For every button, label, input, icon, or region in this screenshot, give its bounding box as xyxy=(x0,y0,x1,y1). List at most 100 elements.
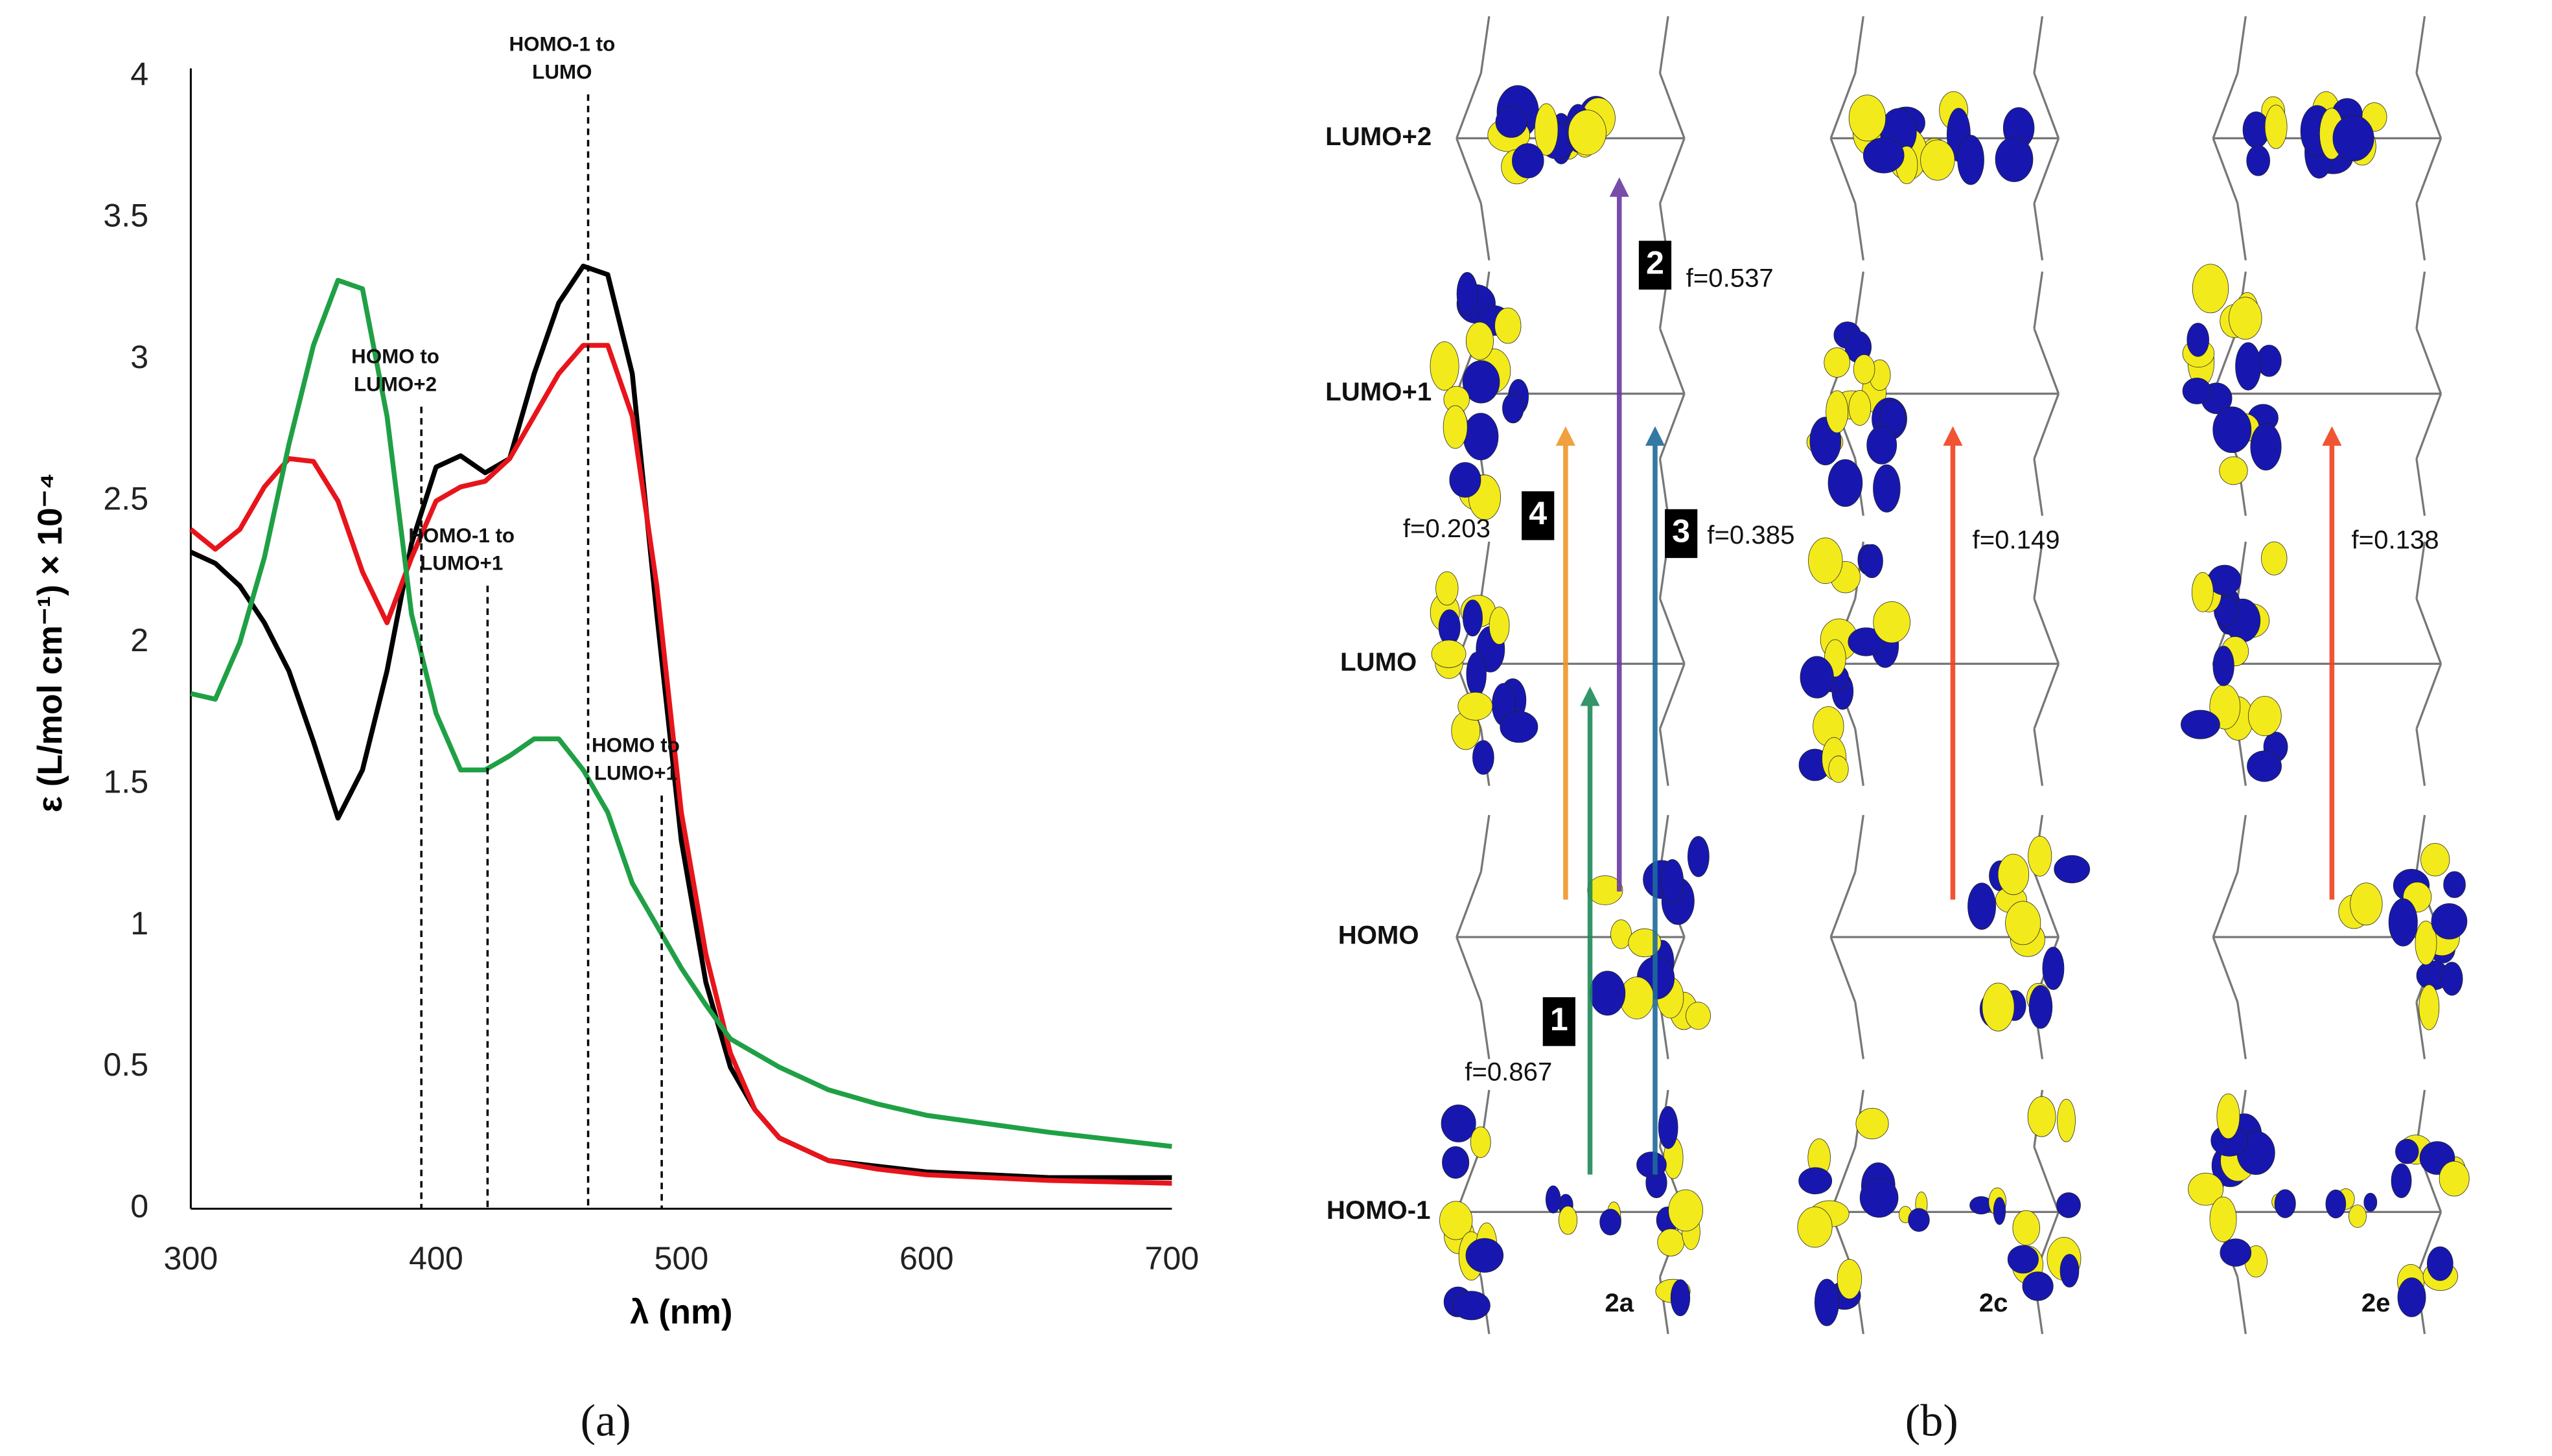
orbital-lobe xyxy=(1512,143,1544,179)
orbital-lobe xyxy=(2012,1210,2040,1246)
orbital-lobe xyxy=(1957,135,1984,185)
bond xyxy=(2212,872,2239,938)
orbital-lobe xyxy=(1462,360,1500,404)
orbital-lobe xyxy=(1668,1189,1703,1232)
orbital-lobe xyxy=(2007,1245,2039,1274)
data-line xyxy=(189,263,1172,1181)
orbital-lobe xyxy=(2431,903,2468,940)
transition-badge xyxy=(1522,491,1555,540)
orbital-lobe xyxy=(1457,691,1493,721)
orbital-lobe xyxy=(1534,103,1559,156)
x-tick-label: 300 xyxy=(164,1240,218,1277)
bond xyxy=(2236,203,2247,260)
bond xyxy=(2212,73,2239,139)
bond xyxy=(2033,728,2044,786)
orbital-lobe xyxy=(1861,544,1883,579)
bond xyxy=(1658,73,1686,139)
y-tick-label: 1 xyxy=(130,905,148,942)
orbital-lobe xyxy=(2246,145,2271,176)
bond xyxy=(2236,541,2247,599)
bond xyxy=(2033,73,2060,139)
transition-badge xyxy=(1665,509,1698,559)
annotation-text: HOMO to xyxy=(592,734,680,757)
oscillator-strength: f=0.203 xyxy=(1403,514,1491,543)
bond xyxy=(2415,137,2442,204)
bond xyxy=(2415,1211,2442,1278)
bond xyxy=(1658,728,1669,786)
molecule xyxy=(2181,541,2442,786)
orbital-lobe xyxy=(1430,341,1459,391)
orbital-lobe xyxy=(1848,627,1885,656)
bond xyxy=(2415,1002,2426,1059)
bond xyxy=(2415,393,2442,459)
bond xyxy=(2033,328,2060,395)
orbital-lobe xyxy=(1465,321,1494,360)
orbital-lobe xyxy=(1470,1126,1491,1158)
oscillator-strength: f=0.149 xyxy=(1973,526,2060,555)
compound-label: 2c xyxy=(1979,1288,2008,1317)
orbital-lobe xyxy=(2264,104,2288,149)
orbital-lobe xyxy=(2216,1093,2240,1139)
annotation-text: HOMO-1 to xyxy=(509,33,615,56)
bond xyxy=(1829,73,1857,139)
bond xyxy=(2033,663,2060,730)
bond xyxy=(2033,598,2060,664)
orbital-lobe xyxy=(1502,393,1524,424)
orbital-lobe xyxy=(1920,139,1955,181)
bond xyxy=(2033,541,2044,599)
y-tick-label: 2 xyxy=(130,622,148,658)
orbital-lobe xyxy=(1848,390,1872,426)
orbital-lobe xyxy=(1997,853,2030,896)
bond xyxy=(2236,815,2247,872)
x-tick-label: 400 xyxy=(409,1240,463,1277)
orbital-lobe xyxy=(1798,1167,1833,1195)
bond xyxy=(2415,16,2426,74)
transition-number: 1 xyxy=(1550,1001,1568,1037)
compound-label: 2e xyxy=(2361,1288,2391,1317)
bond xyxy=(2415,815,2426,872)
molecule xyxy=(1806,272,2060,516)
bond xyxy=(2415,73,2442,139)
bond xyxy=(2236,1002,2247,1059)
bond xyxy=(1456,73,1482,139)
transition-badge xyxy=(1542,997,1575,1046)
orbital-label: HOMO xyxy=(1338,921,1419,950)
annotation-text: LUMO+2 xyxy=(354,373,437,395)
orbital-lobe xyxy=(1686,1002,1711,1030)
annotation-text: LUMO+1 xyxy=(594,761,677,784)
bond xyxy=(1456,936,1482,1003)
bond xyxy=(1479,203,1491,260)
orbital-lobe xyxy=(2192,264,2229,314)
annotation-text: LUMO xyxy=(532,60,592,83)
molecule xyxy=(1829,815,2091,1059)
annotation-text: HOMO-1 to xyxy=(408,524,515,547)
orbital-lobe xyxy=(2420,843,2450,877)
orbital-lobe xyxy=(2261,541,2288,575)
orbital-lobe xyxy=(1438,609,1461,645)
orbital-lobe xyxy=(1636,1151,1667,1178)
x-tick-label: 500 xyxy=(654,1240,708,1277)
y-tick-label: 3 xyxy=(130,339,148,375)
panel-label: (b) xyxy=(1905,1395,1958,1446)
orbital-lobe xyxy=(1908,1208,1930,1232)
bond xyxy=(1479,815,1491,872)
orbital-lobe xyxy=(1463,599,1483,637)
molecule xyxy=(1430,272,1686,520)
x-tick-label: 700 xyxy=(1144,1240,1199,1277)
orbital-lobe xyxy=(2250,422,2282,471)
orbital-lobe xyxy=(2042,947,2065,990)
orbital-lobe xyxy=(1828,756,1849,783)
bond xyxy=(2033,872,2060,938)
orbital-lobe xyxy=(1687,836,1710,877)
orbital-lobe xyxy=(2397,1277,2426,1317)
orbital-lobe xyxy=(2325,1189,2347,1219)
orbital-lobe xyxy=(1661,859,1684,905)
orbital-lobe xyxy=(1449,462,1481,498)
molecule xyxy=(1797,1089,2082,1334)
orbital-lobe xyxy=(1452,1291,1491,1321)
bond xyxy=(1854,272,1864,329)
data-line xyxy=(190,277,1172,1150)
data-line xyxy=(189,343,1172,1186)
orbital-lobe xyxy=(2212,406,2252,454)
transition-badge xyxy=(1638,240,1672,290)
